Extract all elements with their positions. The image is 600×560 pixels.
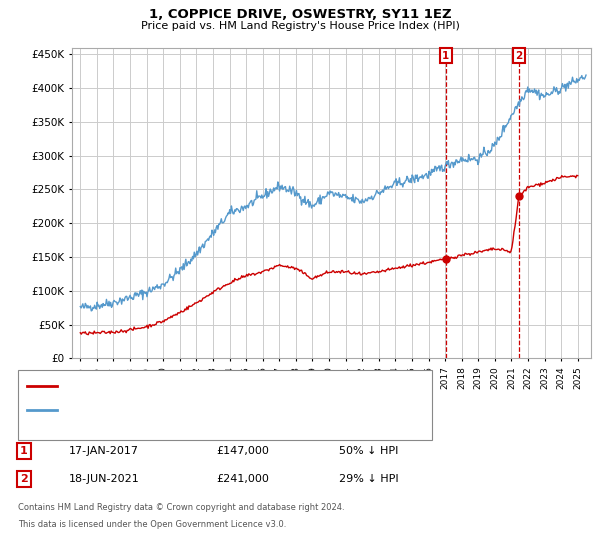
Text: 1: 1: [442, 51, 449, 60]
Text: £241,000: £241,000: [216, 474, 269, 484]
Text: 50% ↓ HPI: 50% ↓ HPI: [339, 446, 398, 456]
Text: 1, COPPICE DRIVE, OSWESTRY, SY11 1EZ (detached house): 1, COPPICE DRIVE, OSWESTRY, SY11 1EZ (de…: [63, 381, 371, 391]
Text: 2: 2: [20, 474, 28, 484]
Text: 2: 2: [515, 51, 523, 60]
Text: £147,000: £147,000: [216, 446, 269, 456]
Text: This data is licensed under the Open Government Licence v3.0.: This data is licensed under the Open Gov…: [18, 520, 286, 529]
Text: 17-JAN-2017: 17-JAN-2017: [69, 446, 139, 456]
Text: 29% ↓ HPI: 29% ↓ HPI: [339, 474, 398, 484]
Text: 1: 1: [20, 446, 28, 456]
Text: HPI: Average price, detached house, Shropshire: HPI: Average price, detached house, Shro…: [63, 405, 312, 415]
Text: 18-JUN-2021: 18-JUN-2021: [69, 474, 140, 484]
Text: Price paid vs. HM Land Registry's House Price Index (HPI): Price paid vs. HM Land Registry's House …: [140, 21, 460, 31]
Text: Contains HM Land Registry data © Crown copyright and database right 2024.: Contains HM Land Registry data © Crown c…: [18, 503, 344, 512]
Text: 1, COPPICE DRIVE, OSWESTRY, SY11 1EZ: 1, COPPICE DRIVE, OSWESTRY, SY11 1EZ: [149, 8, 451, 21]
